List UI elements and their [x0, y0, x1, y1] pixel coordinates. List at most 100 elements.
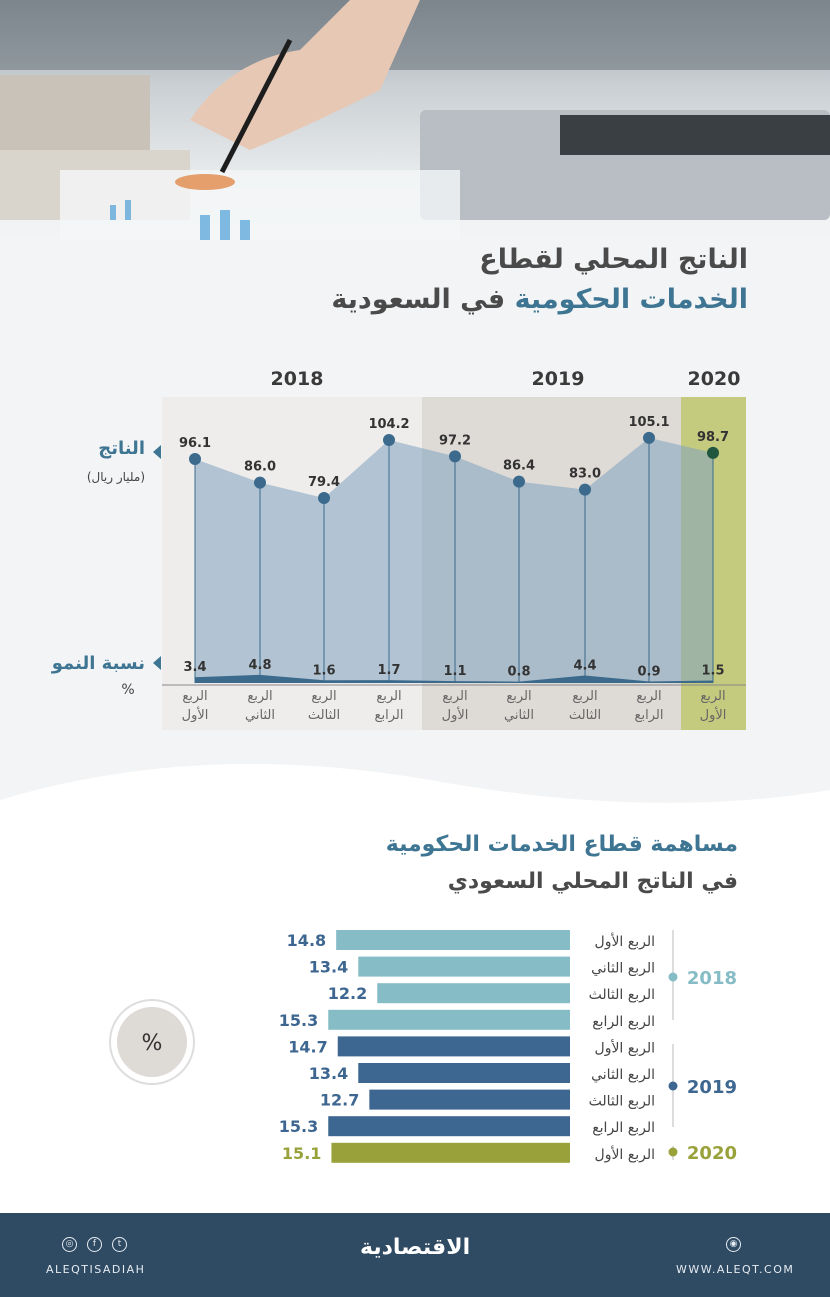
- quarter-label: الرابع: [375, 708, 404, 723]
- bar-category-label: الربع الأول: [595, 932, 655, 950]
- growth-value-label: 1.1: [443, 664, 466, 679]
- gdp-value-label: 97.2: [439, 433, 471, 448]
- bar-category-label: الربع الثاني: [591, 961, 655, 977]
- year-label: 2019: [687, 1077, 737, 1098]
- photo-illustration: [0, 0, 830, 240]
- quarter-label: الأول: [700, 706, 727, 723]
- website-link[interactable]: WWW.ALEQT.COM: [676, 1263, 795, 1276]
- bar: [358, 1063, 570, 1083]
- gdp-point: [579, 483, 591, 496]
- twitter-icon[interactable]: t: [112, 1237, 127, 1252]
- page-title: الناتج المحلي لقطاع الخدمات الحكومية في …: [331, 240, 748, 320]
- gdp-point: [383, 434, 395, 446]
- gdp-point: [189, 452, 201, 465]
- gdp-point: [318, 492, 330, 505]
- bar-value-label: 13.4: [309, 1064, 348, 1083]
- quarter-label: الربع: [376, 689, 401, 704]
- title-line-1: الناتج المحلي لقطاع: [479, 244, 748, 275]
- year-label: 2018: [687, 968, 737, 989]
- unit-badge: [117, 1007, 187, 1077]
- gdp-area-chart: 2018 2019 2020 96.1 3.4 الربع الأول 86.0 4.8 الرب…: [51, 368, 746, 730]
- title-line-2: الخدمات الحكومية في السعودية: [331, 280, 748, 320]
- quarter-label: الربع: [700, 689, 725, 704]
- bar-category-label: الربع الأول: [595, 1145, 655, 1163]
- gdp-value-label: 79.4: [308, 475, 340, 490]
- title-rest: في السعودية: [331, 284, 506, 315]
- bar-value-label: 15.3: [279, 1117, 318, 1136]
- quarter-label: الربع: [182, 689, 207, 704]
- bar: [328, 1009, 570, 1030]
- instagram-icon[interactable]: ◎: [62, 1237, 77, 1252]
- year-label: 2019: [532, 368, 585, 390]
- bar: [331, 1142, 570, 1163]
- gdp-point: [449, 450, 461, 463]
- growth-value-label: 4.4: [573, 659, 596, 674]
- growth-unit-label: %: [121, 682, 134, 698]
- title-highlight: الخدمات الحكومية: [514, 284, 748, 315]
- gdp-point: [254, 476, 266, 489]
- bar-value-label: 12.2: [328, 984, 367, 1003]
- year-label: 2018: [271, 368, 324, 390]
- bar-value-label: 15.1: [282, 1144, 321, 1163]
- growth-pointer-icon: [153, 656, 161, 670]
- bar-value-label: 14.7: [288, 1037, 327, 1056]
- quarter-label: الربع: [636, 689, 661, 704]
- header-photo: [0, 0, 830, 240]
- contribution-bar-chart: مساهمة قطاع الخدمات الحكومية في الناتج ال…: [109, 832, 738, 1164]
- quarter-label: الأول: [182, 706, 209, 723]
- timeline-dot: [668, 1081, 678, 1091]
- unit-label: %: [142, 1031, 163, 1056]
- quarter-label: الثاني: [245, 708, 275, 723]
- growth-value-label: 3.4: [183, 660, 206, 675]
- facebook-icon[interactable]: f: [87, 1237, 102, 1252]
- quarter-label: الربع: [311, 689, 336, 704]
- bar-value-label: 13.4: [309, 958, 348, 977]
- bar-category-label: الربع الثالث: [589, 987, 655, 1003]
- quarter-label: الثاني: [504, 708, 534, 723]
- bar: [337, 1036, 570, 1057]
- social-handle[interactable]: ALEQTISADIAH: [46, 1263, 146, 1276]
- gdp-value-label: 105.1: [628, 415, 669, 430]
- quarter-label: الربع: [506, 689, 531, 704]
- year-label: 2020: [688, 368, 741, 390]
- bar-chart-title: مساهمة قطاع الخدمات الحكومية: [386, 832, 738, 857]
- quarter-label: الربع: [247, 689, 272, 704]
- gdp-point: [707, 446, 719, 459]
- growth-value-label: 1.7: [377, 663, 400, 678]
- growth-value-label: 0.8: [507, 665, 530, 680]
- growth-value-label: 0.9: [637, 664, 660, 679]
- bar-category-label: الربع الرابع: [592, 1014, 655, 1030]
- bar-category-label: الربع الثاني: [591, 1067, 655, 1083]
- quarter-label: الربع: [442, 689, 467, 704]
- timeline-dot: [668, 972, 678, 982]
- quarter-label: الأول: [442, 706, 469, 723]
- bar-value-label: 12.7: [320, 1091, 359, 1110]
- gdp-point: [643, 431, 655, 444]
- quarter-label: الثالث: [569, 708, 601, 723]
- quarter-label: الثالث: [308, 708, 340, 723]
- timeline-dot: [668, 1147, 678, 1157]
- bar: [377, 983, 570, 1004]
- gdp-value-label: 86.0: [244, 460, 276, 475]
- quarter-label: الربع: [572, 689, 597, 704]
- gdp-series-label: الناتج: [98, 438, 145, 459]
- gdp-value-label: 104.2: [368, 417, 409, 432]
- gdp-value-label: 98.7: [697, 430, 729, 445]
- quarter-label: الرابع: [635, 708, 664, 723]
- footer: ◎ f t ALEQTISADIAH الاقتصادية ◉ WWW.ALEQ…: [0, 1213, 830, 1297]
- bar: [336, 930, 570, 950]
- logo: الاقتصادية: [360, 1235, 471, 1260]
- growth-value-label: 4.8: [248, 658, 271, 673]
- bar-chart-subtitle: في الناتج المحلي السعودي: [448, 869, 738, 894]
- bar: [328, 1116, 570, 1137]
- growth-value-label: 1.5: [701, 663, 724, 678]
- bar-value-label: 15.3: [279, 1011, 318, 1030]
- gdp-pointer-icon: [153, 445, 161, 459]
- background-wave: [0, 764, 830, 1297]
- bar: [358, 956, 570, 977]
- year-label: 2020: [687, 1143, 737, 1164]
- bar-category-label: الربع الرابع: [592, 1120, 655, 1136]
- gdp-unit-label: (مليار ريال): [87, 470, 145, 485]
- bar-value-label: 14.8: [287, 931, 326, 950]
- web-icon[interactable]: ◉: [726, 1237, 741, 1252]
